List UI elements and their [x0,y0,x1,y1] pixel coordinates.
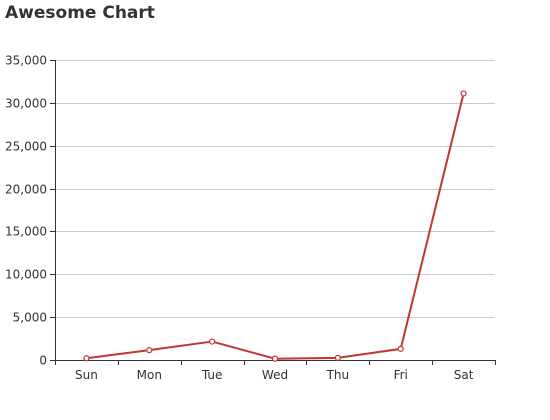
x-tick-label: Sun [75,368,98,382]
y-tick-label: 20,000 [5,183,47,197]
data-point[interactable] [397,345,404,352]
data-point[interactable] [209,338,216,345]
chart-title: Awesome Chart [5,3,155,23]
x-tick-label: Mon [137,368,162,382]
x-tick-label: Wed [262,368,288,382]
data-point[interactable] [334,354,341,361]
data-point[interactable] [460,90,467,97]
y-tick-label: 10,000 [5,268,47,282]
y-tick-label: 30,000 [5,97,47,111]
x-tick-label: Fri [394,368,408,382]
data-point[interactable] [146,347,153,354]
y-tick-label: 25,000 [5,140,47,154]
y-tick-label: 5,000 [13,311,47,325]
y-tick-label: 35,000 [5,54,47,68]
x-tick-label: Sat [454,368,474,382]
series-line [86,93,465,360]
y-tick-label: 15,000 [5,225,47,239]
x-tick-label: Tue [201,368,223,382]
data-point[interactable] [83,355,90,362]
x-tick-label: Thu [326,368,350,382]
data-point[interactable] [271,355,279,362]
y-tick-label: 0 [39,354,47,368]
